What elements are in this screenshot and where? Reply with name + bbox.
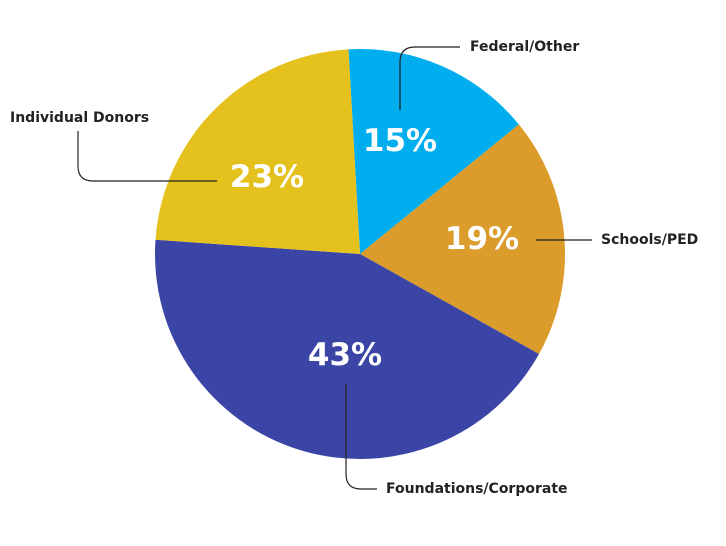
value-label-individual-donors: 23% [230,159,304,195]
value-label-federal-other: 15% [363,123,437,159]
pie-slice-individual-donors [155,49,360,254]
pie-slice-schools-ped [360,124,565,354]
category-label-schools-ped: Schools/PED [601,232,698,248]
pie-slices [154,48,565,460]
leader-line-individual-donors [77,131,217,182]
leader-line-foundations-corporate [345,384,377,490]
pie-slice-federal-other [348,48,519,254]
category-label-individual-donors: Individual Donors [10,110,149,126]
pie-slice-foundations-corporate [154,239,539,460]
value-label-schools-ped: 19% [445,221,519,257]
leader-line-federal-other [399,46,460,110]
category-label-federal-other: Federal/Other [470,39,579,55]
category-label-foundations-corporate: Foundations/Corporate [386,481,568,497]
labels: 15% Federal/Other 19% Schools/PED 43% Foundat… [10,39,698,497]
leader-lines [77,46,592,490]
value-label-foundations-corporate: 43% [308,337,382,373]
